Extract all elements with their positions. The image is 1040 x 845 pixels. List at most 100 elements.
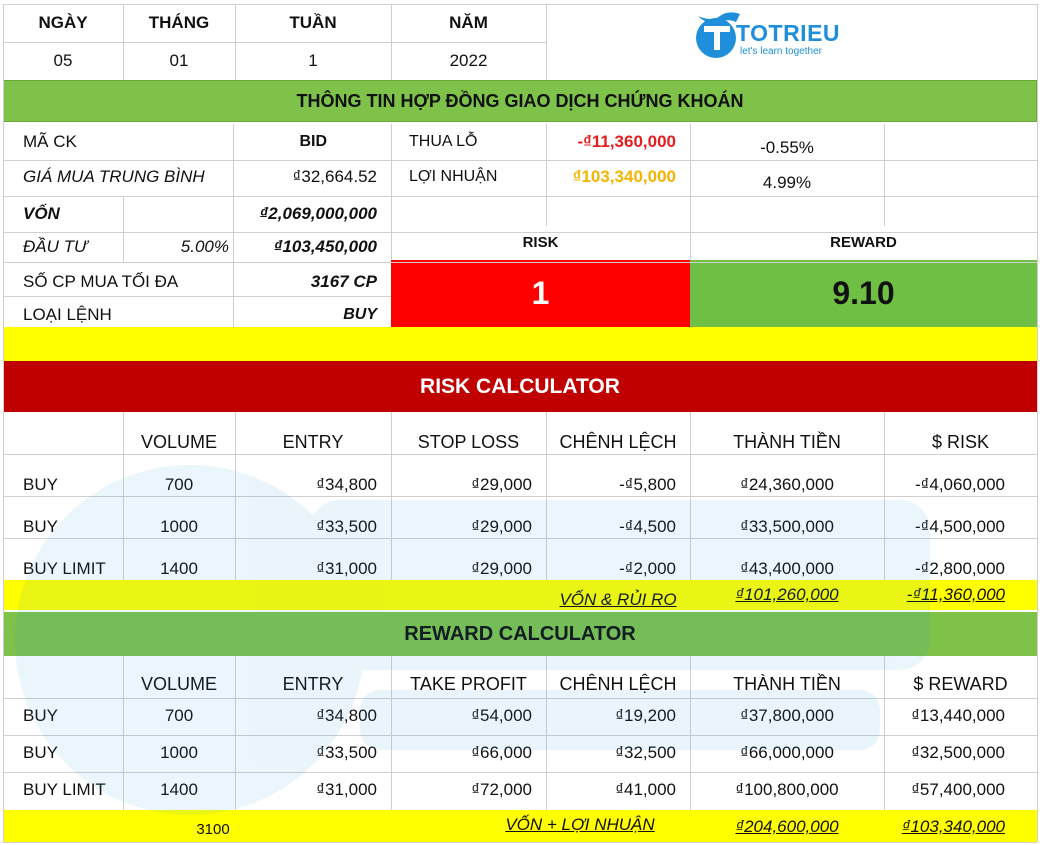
risk-calc-cell: ₫29,000	[471, 475, 532, 494]
reward-total-volume: 3100	[196, 820, 230, 838]
profit-label: LỢI NHUẬN	[409, 168, 498, 185]
logo-tagline: let's learn together	[740, 46, 822, 57]
reward-calc-cell: ₫57,400,000	[911, 780, 1005, 799]
grid-vline	[546, 412, 547, 580]
contract-title-bar	[3, 80, 1037, 122]
risk-calc-title: RISK CALCULATOR	[420, 374, 620, 398]
reward-calc-cell: ₫66,000	[471, 743, 532, 762]
reward-calc-row-type: BUY	[23, 743, 58, 762]
grid-hline	[3, 496, 1037, 497]
max-shares-label: SỐ CP MUA TỐI ĐA	[23, 272, 179, 291]
grid-hline	[3, 232, 1037, 233]
grid-hline	[3, 262, 1037, 263]
grid-hline	[3, 42, 546, 43]
risk-calc-cell: -₫4,060,000	[914, 475, 1005, 494]
grid-hline	[3, 4, 1037, 5]
capital-value: ₫2,069,000,000	[259, 204, 377, 223]
risk-calc-row-type: BUY	[23, 475, 58, 494]
avg-price-value: ₫32,664.52	[292, 167, 377, 186]
risk-calc-cell: ₫24,360,000	[740, 475, 834, 494]
reward-total-label: VỐN + LỢI NHUẬN	[505, 815, 655, 834]
grid-vline	[546, 656, 547, 810]
grid-hline	[3, 698, 1037, 699]
reward-calc-cell: 1400	[160, 780, 198, 799]
reward-calc-cell: 700	[164, 706, 194, 725]
reward-value: 9.10	[832, 275, 895, 311]
reward-calc-header-cell: ENTRY	[282, 673, 344, 694]
grid-vline	[884, 656, 885, 810]
risk-calc-title-bar	[3, 361, 1037, 412]
reward-total-amount: ₫204,600,000	[735, 817, 839, 836]
reward-calc-cell: ₫100,800,000	[735, 780, 839, 799]
risk-calc-cell: ₫33,500,000	[740, 517, 834, 536]
grid-vline	[1037, 4, 1038, 842]
reward-calc-title-bar	[3, 612, 1037, 656]
grid-hline	[3, 735, 1037, 736]
grid-hline	[3, 772, 1037, 773]
order-type-label: LOẠI LỆNH	[23, 305, 112, 324]
risk-calc-cell: ₫31,000	[316, 559, 377, 578]
reward-calc-cell: ₫31,000	[316, 780, 377, 799]
risk-total-label: VỐN & RỦI RO	[559, 590, 677, 609]
reward-calc-cell: ₫33,500	[316, 743, 377, 762]
grid-hline	[3, 842, 1037, 843]
risk-calc-header-cell: STOP LOSS	[417, 431, 520, 452]
reward-calc-cell: ₫54,000	[471, 706, 532, 725]
yellow-spacer	[3, 327, 1037, 361]
grid-hline	[3, 296, 391, 297]
reward-calc-header-cell: CHÊNH LỆCH	[559, 673, 677, 694]
month-value: 01	[169, 51, 189, 70]
reward-calc-cell: ₫72,000	[471, 780, 532, 799]
grid-vline	[123, 4, 124, 80]
reward-calc-header-cell: $ REWARD	[913, 673, 1008, 694]
grid-vline	[123, 656, 124, 810]
week-label: TUẦN	[289, 13, 337, 32]
risk-calc-cell: ₫29,000	[471, 517, 532, 536]
grid-vline	[235, 656, 236, 810]
reward-calc-cell: ₫66,000,000	[740, 743, 834, 762]
reward-calc-cell: ₫32,500,000	[911, 743, 1005, 762]
risk-calc-cell: -₫4,500,000	[914, 517, 1005, 536]
grid-vline	[235, 412, 236, 580]
reward-calc-cell: ₫19,200	[615, 706, 676, 725]
year-label: NĂM	[449, 13, 488, 32]
grid-vline	[123, 412, 124, 580]
risk-calc-cell: ₫43,400,000	[740, 559, 834, 578]
grid-vline	[3, 4, 4, 842]
grid-vline	[235, 4, 236, 80]
risk-calc-cell: -₫2,800,000	[914, 559, 1005, 578]
risk-calc-cell: -₫4,500	[619, 517, 676, 536]
reward-total-bar	[3, 810, 1037, 842]
risk-calc-cell: -₫2,000	[619, 559, 676, 578]
reward-calc-header-cell: VOLUME	[140, 673, 218, 694]
risk-box	[391, 260, 690, 327]
reward-calc-cell: ₫32,500	[615, 743, 676, 762]
invest-percent: 5.00%	[180, 237, 229, 256]
grid-vline	[391, 656, 392, 810]
risk-calc-cell: 700	[164, 475, 194, 494]
reward-calc-row-type: BUY	[23, 706, 58, 725]
risk-calc-row-type: BUY LIMIT	[23, 559, 106, 578]
risk-label: RISK	[522, 233, 559, 251]
grid-vline	[123, 196, 124, 262]
risk-total-risk: -₫11,360,000	[906, 585, 1005, 604]
risk-calc-cell: ₫29,000	[471, 559, 532, 578]
stock-code-label: MÃ CK	[23, 132, 77, 151]
invest-label: ĐẦU TƯ	[23, 237, 88, 256]
logo-t-icon	[696, 12, 740, 58]
day-label: NGÀY	[38, 13, 88, 32]
brand-logo: TOTRIEU let's learn together	[690, 10, 850, 62]
grid-hline	[3, 454, 1037, 455]
reward-calc-cell: ₫34,800	[316, 706, 377, 725]
grid-vline	[690, 124, 691, 260]
reward-calc-header-cell: TAKE PROFIT	[410, 673, 527, 694]
grid-vline	[391, 124, 392, 260]
week-value: 1	[308, 51, 318, 70]
order-type-value: BUY	[343, 306, 377, 323]
stock-code-value: BID	[299, 133, 327, 150]
reward-calc-title: REWARD CALCULATOR	[404, 622, 636, 645]
grid-hline	[3, 538, 1037, 539]
avg-price-label: GIÁ MUA TRUNG BÌNH	[23, 167, 205, 186]
grid-vline	[546, 4, 547, 80]
risk-calc-cell: -₫5,800	[619, 475, 676, 494]
